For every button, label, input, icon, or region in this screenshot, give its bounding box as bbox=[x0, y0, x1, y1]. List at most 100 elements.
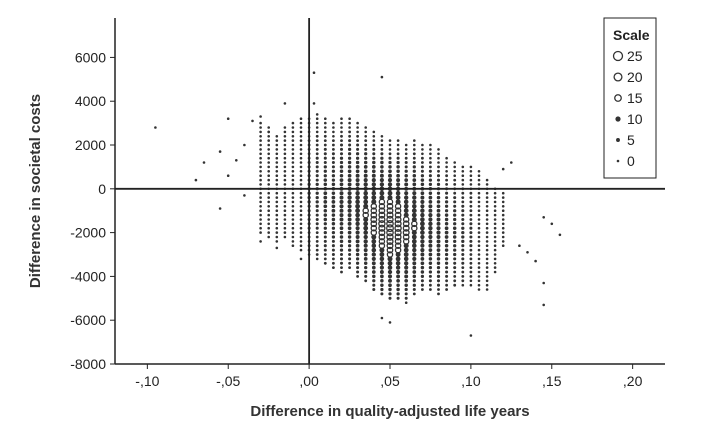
data-point bbox=[411, 234, 417, 240]
data-point bbox=[299, 218, 303, 221]
data-point bbox=[501, 213, 505, 217]
data-point bbox=[429, 152, 432, 156]
data-point bbox=[436, 204, 441, 209]
data-point bbox=[453, 257, 457, 261]
data-point bbox=[428, 274, 432, 278]
data-point bbox=[363, 230, 368, 235]
data-point bbox=[275, 246, 279, 250]
data-point bbox=[331, 160, 335, 165]
legend-marker bbox=[614, 94, 622, 102]
data-point bbox=[477, 235, 481, 239]
data-point bbox=[267, 231, 271, 234]
data-point bbox=[453, 252, 457, 257]
data-point bbox=[379, 256, 385, 262]
data-point bbox=[331, 222, 336, 226]
data-point bbox=[299, 152, 303, 156]
data-point bbox=[202, 161, 206, 164]
data-point bbox=[420, 221, 425, 227]
data-point bbox=[363, 216, 369, 223]
data-point bbox=[315, 147, 319, 151]
data-point bbox=[461, 178, 465, 182]
data-point bbox=[315, 222, 319, 226]
data-point bbox=[355, 221, 360, 226]
data-point bbox=[428, 178, 433, 182]
data-point bbox=[363, 165, 368, 169]
data-point bbox=[315, 117, 319, 120]
data-point bbox=[331, 147, 335, 151]
data-point bbox=[380, 160, 384, 165]
data-point bbox=[299, 244, 303, 247]
data-point bbox=[461, 165, 465, 169]
data-point bbox=[267, 235, 271, 239]
data-point bbox=[323, 169, 327, 173]
data-point bbox=[339, 221, 344, 226]
data-point bbox=[485, 257, 489, 261]
data-point bbox=[501, 196, 505, 199]
data-point bbox=[291, 183, 295, 186]
data-point bbox=[371, 239, 377, 244]
data-point bbox=[315, 174, 319, 178]
data-point bbox=[339, 173, 344, 178]
data-point bbox=[355, 261, 360, 265]
data-point bbox=[461, 266, 465, 270]
data-point bbox=[387, 269, 393, 275]
data-point bbox=[378, 242, 386, 249]
data-point bbox=[331, 191, 336, 195]
data-point bbox=[461, 230, 465, 235]
data-point bbox=[275, 235, 279, 239]
data-point bbox=[370, 216, 378, 223]
data-point bbox=[356, 274, 360, 278]
data-point bbox=[315, 191, 319, 195]
data-point bbox=[461, 213, 465, 217]
data-point bbox=[299, 148, 303, 151]
data-point bbox=[355, 191, 360, 196]
data-point bbox=[380, 292, 384, 296]
y-tick-label: 0 bbox=[98, 181, 106, 197]
data-point bbox=[394, 238, 402, 245]
data-point bbox=[429, 156, 432, 160]
data-point bbox=[477, 231, 481, 234]
data-point bbox=[371, 234, 377, 240]
data-point bbox=[444, 222, 449, 226]
data-point bbox=[396, 152, 400, 156]
data-point bbox=[412, 252, 417, 257]
data-point bbox=[259, 196, 262, 199]
data-point bbox=[267, 152, 271, 156]
data-point bbox=[461, 239, 465, 244]
data-point bbox=[370, 229, 378, 236]
data-point bbox=[299, 257, 303, 261]
legend-marker bbox=[615, 116, 621, 122]
data-point bbox=[402, 229, 410, 237]
data-point bbox=[461, 274, 465, 278]
data-point bbox=[445, 170, 448, 173]
data-point bbox=[493, 209, 497, 212]
data-point bbox=[412, 279, 416, 283]
data-point bbox=[437, 148, 440, 151]
data-point bbox=[324, 121, 327, 125]
data-point bbox=[299, 248, 303, 252]
data-point bbox=[283, 222, 287, 226]
data-point bbox=[493, 266, 497, 269]
data-point bbox=[372, 160, 376, 165]
data-point bbox=[299, 183, 303, 186]
data-point bbox=[363, 239, 368, 244]
data-point bbox=[396, 287, 400, 292]
data-point bbox=[404, 274, 409, 279]
data-point bbox=[355, 235, 360, 239]
data-point bbox=[404, 283, 408, 287]
data-point bbox=[299, 222, 303, 226]
data-point bbox=[420, 191, 425, 196]
data-point bbox=[477, 262, 481, 265]
data-point bbox=[332, 121, 335, 125]
data-point bbox=[275, 148, 279, 151]
data-point bbox=[437, 165, 440, 169]
data-point bbox=[291, 156, 295, 160]
data-point bbox=[324, 130, 327, 134]
data-point bbox=[299, 165, 303, 169]
data-point bbox=[477, 205, 481, 208]
data-point bbox=[331, 169, 336, 173]
data-point bbox=[315, 156, 319, 160]
data-point bbox=[445, 182, 449, 186]
data-point bbox=[493, 226, 497, 230]
data-point bbox=[403, 247, 409, 253]
